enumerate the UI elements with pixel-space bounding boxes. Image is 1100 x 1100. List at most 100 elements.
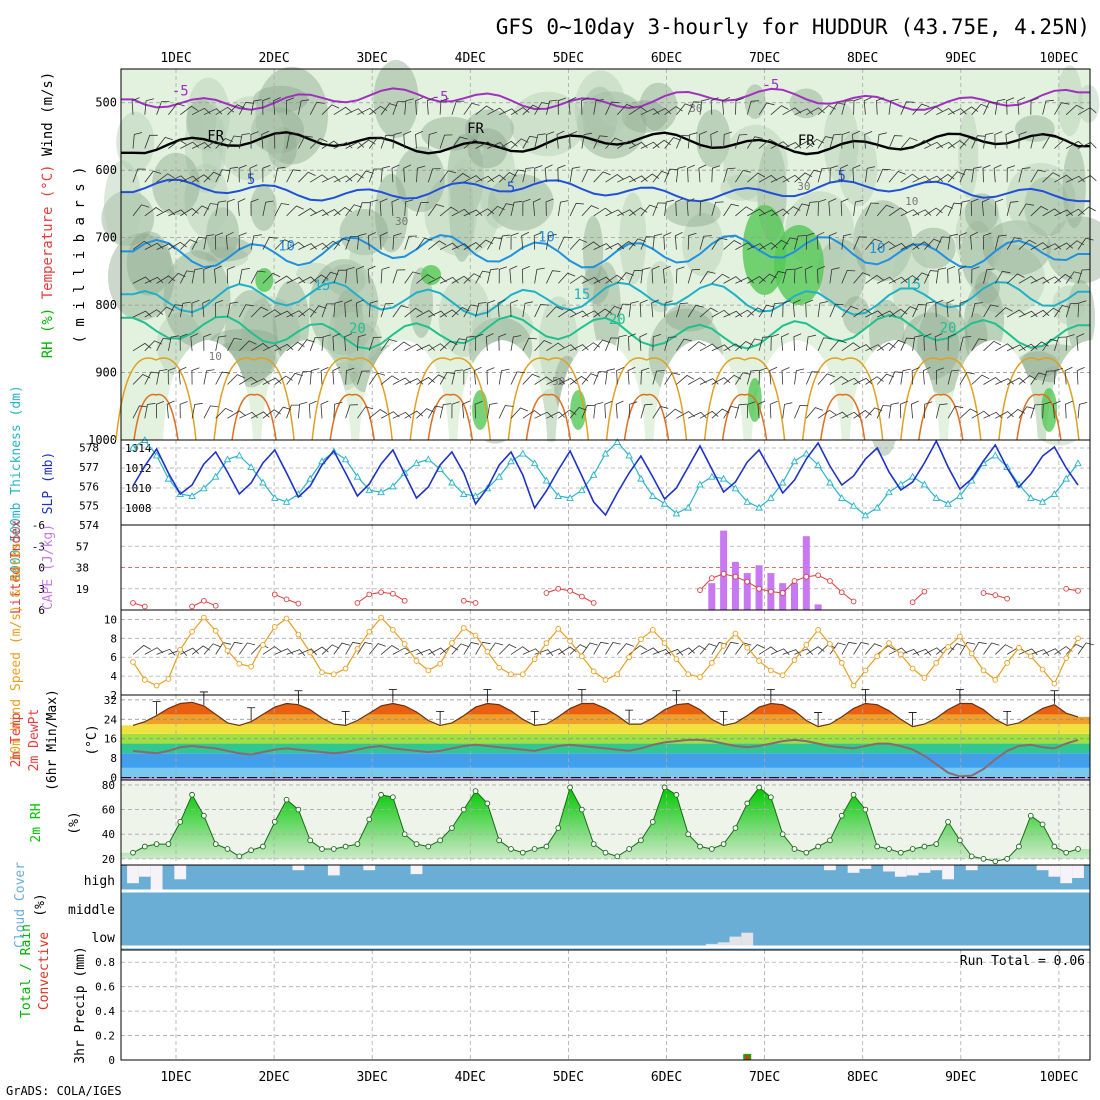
wind-barb xyxy=(794,235,807,250)
date-label-top: 5DEC xyxy=(553,51,584,66)
wind-barb xyxy=(309,174,329,183)
wind-speed-marker xyxy=(201,614,207,621)
wind-barb xyxy=(203,171,222,183)
wind-barb xyxy=(617,209,636,217)
wind-barb xyxy=(888,276,908,284)
rh-marker xyxy=(177,819,184,825)
wind-barb xyxy=(191,299,200,318)
wind-barb xyxy=(262,377,282,385)
wind-barb xyxy=(180,239,198,250)
wind-barb xyxy=(510,138,529,149)
wind-barb xyxy=(971,103,989,115)
wind-barb xyxy=(900,101,915,115)
wind-barb xyxy=(794,172,813,183)
wind-barb xyxy=(522,410,542,419)
wind-barb xyxy=(841,342,861,352)
wind-barb xyxy=(168,175,188,183)
lifted-index-marker xyxy=(827,578,833,584)
cloud-high-gap xyxy=(1060,865,1073,884)
wind-barb xyxy=(262,165,271,183)
wind-speed-marker xyxy=(815,626,821,633)
wind-barb xyxy=(794,203,810,217)
wind-barb xyxy=(144,242,164,250)
wind-barb xyxy=(321,104,340,115)
temp-line xyxy=(132,701,1079,728)
ylabel-part: Temperature (°C) xyxy=(40,164,56,299)
wind-barb xyxy=(239,376,258,385)
rh-contour-fill xyxy=(373,60,419,138)
wind-speed-marker xyxy=(378,614,384,621)
wind-barb xyxy=(888,402,899,419)
wind-barb xyxy=(546,233,557,250)
thickness-marker xyxy=(897,480,905,488)
wind-barb xyxy=(144,402,156,419)
cloud-high-gap xyxy=(363,865,376,871)
wind-barb xyxy=(345,204,362,217)
wind-barb xyxy=(829,102,846,115)
isotherm-30 xyxy=(819,393,866,441)
isotherm-label: 10 xyxy=(869,241,886,257)
wind-barb-10m xyxy=(616,643,634,655)
pressure-tick-label: 1000 xyxy=(88,433,117,447)
wind-barb xyxy=(746,338,763,352)
wind-barb xyxy=(699,307,718,318)
wind-barb-10m xyxy=(463,642,480,655)
rh-marker xyxy=(224,846,231,852)
wind-barb xyxy=(144,371,160,385)
rh-2m-panel: 20 40 60 80 2m RH (%) xyxy=(29,779,1091,866)
wind-barb xyxy=(1042,135,1058,149)
thickness-marker xyxy=(235,451,244,459)
wind-barb xyxy=(309,138,328,149)
wind-barb xyxy=(226,266,235,284)
thickness-marker xyxy=(861,511,870,519)
rh-saturated-fill xyxy=(421,265,442,285)
wind-barb xyxy=(132,310,152,318)
thickness-marker xyxy=(247,463,255,470)
wind-barb xyxy=(817,265,826,284)
rh-contour-label: 30 xyxy=(689,102,702,115)
wind-barb xyxy=(380,303,394,318)
cloud-high-gap xyxy=(965,865,978,871)
wind-barb xyxy=(947,333,956,351)
rh-contour-fill xyxy=(478,134,516,229)
wind-barb xyxy=(546,306,564,318)
cloud-high-gap xyxy=(824,865,836,871)
wind-barb xyxy=(356,265,365,284)
wind-barb xyxy=(309,337,324,351)
wind-barb xyxy=(1006,165,1016,183)
rh-contour-fill xyxy=(339,208,389,256)
wind-barb xyxy=(770,239,789,250)
wind-barb xyxy=(959,336,972,351)
lifted-index-marker xyxy=(201,597,207,604)
wind-barb xyxy=(794,404,809,419)
temp-axis-label-3: (6hr Min/Max) xyxy=(45,689,60,791)
rh-marker xyxy=(519,849,526,856)
wind-barb xyxy=(1065,240,1085,250)
cloud-high-gap xyxy=(918,865,931,873)
wind-barb-10m xyxy=(144,647,164,655)
wind-barb xyxy=(1077,206,1096,217)
wind-barb xyxy=(652,233,663,250)
lifted-index-marker xyxy=(838,589,845,596)
slp-tick-label: 1008 xyxy=(125,502,152,515)
wind-barb xyxy=(439,276,459,284)
wind-barb xyxy=(428,276,447,284)
wind-barb xyxy=(238,101,254,115)
rh-contour-fill xyxy=(487,174,554,231)
ylabel-part: RH (%) xyxy=(40,308,56,359)
wind-barb xyxy=(546,99,558,115)
wind-barb xyxy=(534,303,549,318)
wind-barb xyxy=(132,240,152,250)
rh-contour-fill xyxy=(1006,162,1076,237)
wind-barb xyxy=(227,135,242,149)
wind-barb xyxy=(168,304,183,318)
cape-bar xyxy=(779,583,787,610)
rh-marker xyxy=(1004,855,1010,862)
wind-barb xyxy=(333,106,353,116)
wind-barb xyxy=(416,274,435,284)
wind-barb xyxy=(509,265,518,284)
lifted-index-marker xyxy=(815,572,821,579)
isotherm-25 xyxy=(311,357,393,441)
wind-barb xyxy=(333,401,343,419)
rh-marker xyxy=(897,849,904,856)
